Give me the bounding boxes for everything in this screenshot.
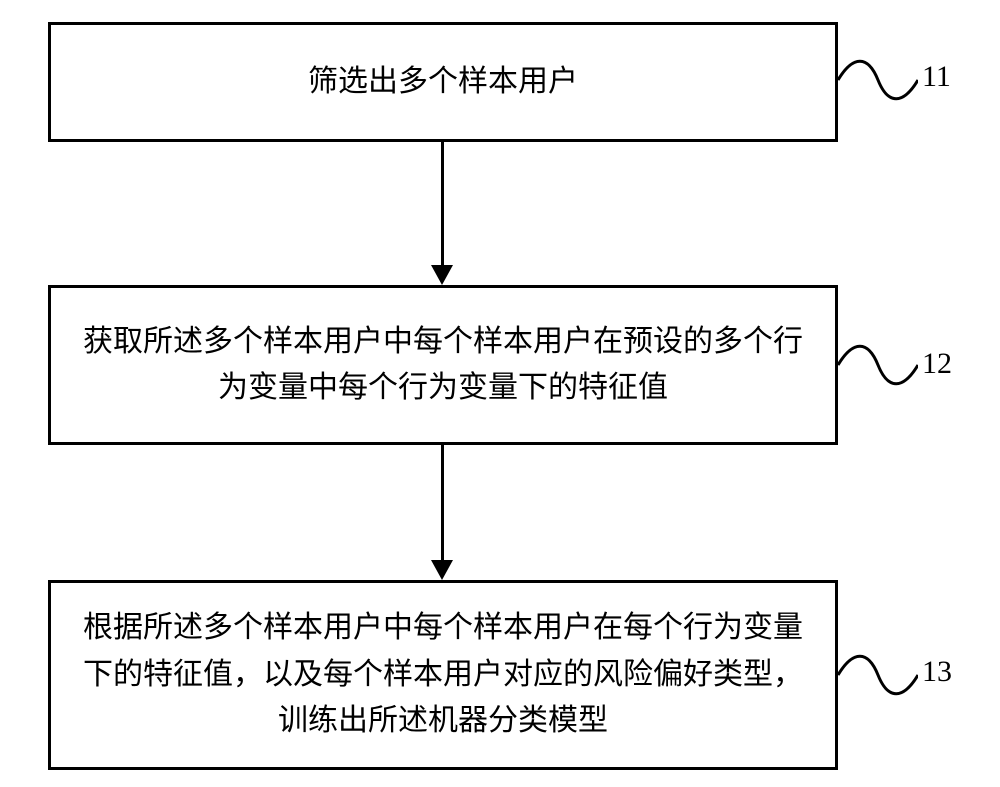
arrow-2-to-3-head [431,560,453,580]
arrow-2-to-3-line [441,445,444,560]
flow-label-3: 13 [922,655,952,689]
squiggle-3 [838,645,918,705]
flow-label-2: 12 [922,347,952,381]
flow-node-3: 根据所述多个样本用户中每个样本用户在每个行为变量下的特征值，以及每个样本用户对应… [48,580,838,770]
flow-label-1: 11 [922,60,951,94]
squiggle-2 [838,335,918,395]
flow-node-1: 筛选出多个样本用户 [48,22,838,142]
arrow-1-to-2-line [441,142,444,265]
squiggle-1 [838,50,918,110]
flow-node-3-text: 根据所述多个样本用户中每个样本用户在每个行为变量下的特征值，以及每个样本用户对应… [79,605,807,745]
flowchart-canvas: 筛选出多个样本用户 获取所述多个样本用户中每个样本用户在预设的多个行为变量中每个… [0,0,1000,787]
flow-node-2: 获取所述多个样本用户中每个样本用户在预设的多个行为变量中每个行为变量下的特征值 [48,285,838,445]
arrow-1-to-2-head [431,265,453,285]
flow-node-2-text: 获取所述多个样本用户中每个样本用户在预设的多个行为变量中每个行为变量下的特征值 [79,319,807,412]
flow-node-1-text: 筛选出多个样本用户 [308,59,578,106]
